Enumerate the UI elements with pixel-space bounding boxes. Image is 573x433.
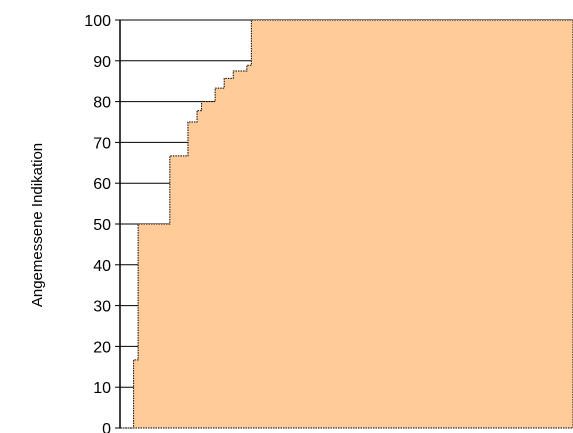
- y-tick-label: 40: [93, 258, 111, 275]
- y-tick-label: 80: [93, 95, 111, 112]
- y-tick-label: 20: [93, 339, 111, 356]
- y-tick-label: 50: [93, 217, 111, 234]
- y-tick-label: 60: [93, 176, 111, 193]
- y-tick-label: 0: [102, 421, 111, 433]
- y-axis-title: Angemessene Indikation: [29, 143, 46, 307]
- y-tick-label: 10: [93, 380, 111, 397]
- area-series: [120, 19, 573, 429]
- y-tick-label: 70: [93, 135, 111, 152]
- y-tick-label: 100: [84, 13, 111, 30]
- y-tick-label: 30: [93, 299, 111, 316]
- y-axis: 0 10 20 30 40 50 60 70 80 90 100: [84, 13, 120, 433]
- y-tick-label: 90: [93, 54, 111, 71]
